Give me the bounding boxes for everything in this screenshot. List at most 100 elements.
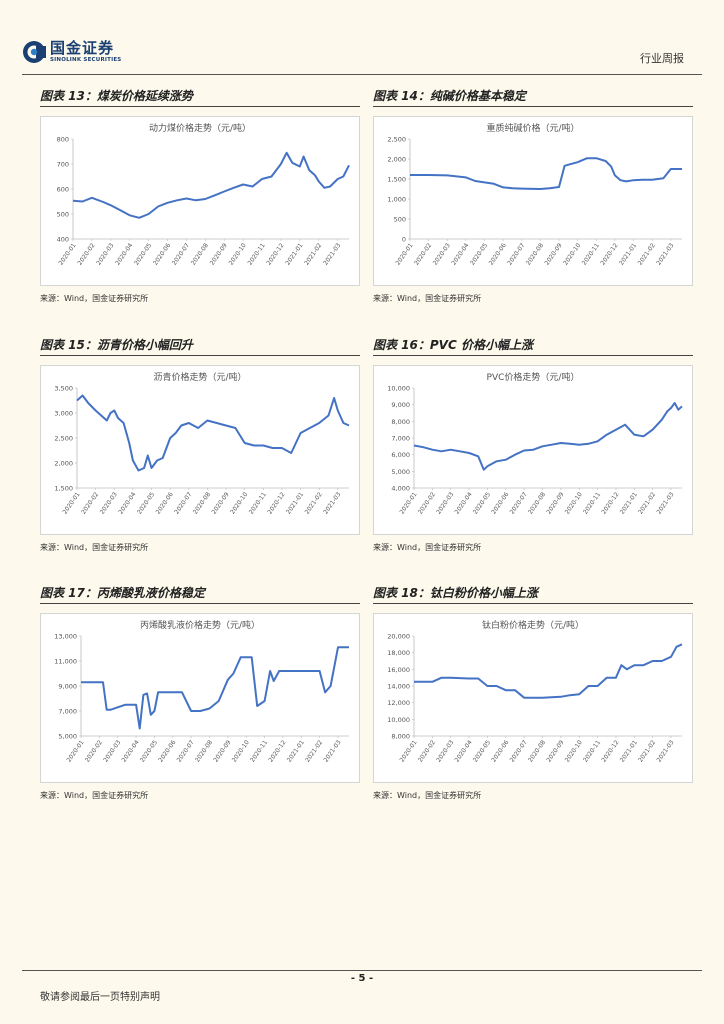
x-tick-label: 2020-01 [58, 242, 78, 267]
figure-title: 图表 13：煤炭价格延续涨势 [40, 88, 360, 107]
chart-acrylic-emulsion-price: 丙烯酸乳液价格走势（元/吨） 5,000 7,000 9,000 11,000 13,00… [40, 613, 360, 783]
y-tick-label: 2,500 [54, 435, 73, 443]
x-tick-label: 2020-06 [152, 242, 172, 267]
y-tick-label: 1,500 [387, 176, 406, 184]
x-tick-label: 2020-12 [266, 491, 286, 516]
y-tick-label: 18,000 [387, 649, 410, 657]
x-tick-label: 2020-02 [413, 242, 433, 267]
figure-title: 图表 15：沥青价格小幅回升 [40, 337, 360, 356]
x-tick-label: 2020-03 [99, 491, 119, 516]
chart-title: 钛白粉价格走势（元/吨） [482, 619, 584, 631]
x-tick-label: 2021-03 [323, 739, 343, 764]
x-tick-label: 2020-03 [95, 242, 115, 267]
y-tick-label: 8,000 [391, 733, 410, 741]
x-tick-label: 2020-05 [136, 491, 156, 516]
figure-source: 来源：Wind，国金证券研究所 [40, 543, 149, 552]
y-tick-label: 800 [57, 136, 69, 144]
report-type-label: 行业周报 [640, 52, 684, 65]
x-tick-label: 2020-07 [173, 491, 193, 516]
y-tick-label: 5,000 [391, 468, 410, 476]
y-tick-label: 4,000 [391, 485, 410, 493]
y-tick-label: 3,500 [54, 385, 73, 393]
chart-title: 动力煤价格走势（元/吨） [149, 122, 251, 134]
x-tick-label: 2021-03 [322, 491, 342, 516]
header-divider [22, 74, 702, 75]
x-tick-label: 2021-02 [637, 242, 657, 267]
price-series-line [81, 646, 349, 730]
x-tick-label: 2020-11 [247, 242, 267, 267]
y-tick-label: 16,000 [387, 666, 410, 674]
price-series-line [414, 643, 683, 699]
chart-title: PVC价格走势（元/吨） [487, 371, 580, 383]
x-tick-label: 2020-05 [133, 242, 153, 267]
x-tick-label: 2020-01 [62, 491, 82, 516]
y-tick-label: 400 [57, 236, 69, 244]
x-tick-label: 2020-06 [155, 491, 175, 516]
x-tick-label: 2021-02 [304, 491, 324, 516]
x-tick-label: 2021-03 [322, 242, 342, 267]
chart-svg: 钛白粉价格走势（元/吨） 8,000 10,000 12,000 14,000 16,00… [387, 619, 683, 764]
y-tick-label: 12,000 [387, 699, 410, 707]
price-series-line [413, 402, 683, 471]
y-tick-label: 500 [394, 216, 406, 224]
chart-soda-ash-price: 重质纯碱价格（元/吨） 0 500 1,000 1,500 2,000 2,500 2020-… [373, 116, 693, 286]
y-tick-label: 10,000 [387, 716, 410, 724]
x-tick-label: 2020-11 [248, 491, 268, 516]
x-tick-label: 2020-02 [80, 491, 100, 516]
figure-source: 来源：Wind，国金证券研究所 [40, 791, 149, 800]
y-tick-label: 0 [402, 236, 406, 244]
chart-svg: 重质纯碱价格（元/吨） 0 500 1,000 1,500 2,000 2,500 2020-… [387, 122, 682, 267]
chart-asphalt-price: 沥青价格走势（元/吨） 1,500 2,000 2,500 3,000 3,500 2020… [40, 365, 360, 535]
chart-titanium-dioxide-price: 钛白粉价格走势（元/吨） 8,000 10,000 12,000 14,000 16,00… [373, 613, 693, 783]
x-tick-label: 2021-02 [303, 242, 323, 267]
figure-source: 来源：Wind，国金证券研究所 [373, 294, 482, 303]
y-tick-label: 9,000 [391, 401, 410, 409]
x-tick-label: 2020-08 [525, 242, 545, 267]
page-number: - 5 - [350, 973, 374, 984]
x-tick-label: 2020-11 [581, 242, 601, 267]
y-tick-label: 1,500 [54, 485, 73, 493]
x-tick-label: 2021-03 [656, 491, 676, 516]
chart-pvc-price: PVC价格走势（元/吨） 4,000 5,000 6,000 7,000 8,000 9,0… [373, 365, 693, 535]
chart-title: 沥青价格走势（元/吨） [153, 371, 246, 383]
brand-name-en: SINOLINK SECURITIES [50, 56, 122, 63]
chart-svg: 丙烯酸乳液价格走势（元/吨） 5,000 7,000 9,000 11,000 13,00… [54, 619, 349, 764]
x-tick-label: 2020-09 [544, 242, 564, 267]
x-tick-label: 2020-12 [599, 242, 619, 267]
y-tick-label: 7,000 [391, 435, 410, 443]
x-tick-label: 2020-03 [432, 242, 452, 267]
x-tick-label: 2020-07 [506, 242, 526, 267]
brand-name-cn: 国金证券 [50, 38, 115, 57]
x-tick-label: 2020-08 [192, 491, 212, 516]
x-tick-label: 2020-01 [395, 242, 415, 267]
y-tick-label: 500 [57, 211, 69, 219]
x-tick-label: 2021-01 [284, 242, 304, 267]
chart-title: 丙烯酸乳液价格走势（元/吨） [140, 619, 260, 631]
x-tick-label: 2020-07 [171, 242, 191, 267]
x-tick-label: 2020-04 [450, 242, 470, 267]
x-tick-label: 2020-12 [265, 242, 285, 267]
y-tick-label: 11,000 [54, 658, 77, 666]
chart-title: 重质纯碱价格（元/吨） [486, 122, 579, 134]
figure-title: 图表 14：纯碱价格基本稳定 [373, 88, 693, 107]
x-tick-label: 2020-05 [469, 242, 489, 267]
figure-source: 来源：Wind，国金证券研究所 [40, 294, 149, 303]
y-tick-label: 600 [57, 186, 69, 194]
x-tick-label: 2021-01 [285, 491, 305, 516]
chart-coal-price: 动力煤价格走势（元/吨） 400 500 600 700 800 2020-01 2020-0… [40, 116, 360, 286]
x-tick-label: 2021-03 [656, 739, 676, 764]
y-tick-label: 700 [57, 161, 69, 169]
y-tick-label: 10,000 [387, 385, 410, 393]
price-series-line [72, 151, 350, 219]
x-tick-label: 2020-04 [114, 242, 134, 267]
x-tick-label: 2020-10 [562, 242, 582, 267]
y-tick-label: 2,000 [387, 156, 406, 164]
y-tick-label: 5,000 [58, 733, 77, 741]
y-tick-label: 2,500 [387, 136, 406, 144]
x-tick-label: 2020-09 [211, 491, 231, 516]
y-tick-label: 2,000 [54, 460, 73, 468]
y-tick-label: 8,000 [391, 418, 410, 426]
price-series-line [76, 394, 350, 472]
figure-title: 图表 17：丙烯酸乳液价格稳定 [40, 585, 360, 604]
figure-title: 图表 16：PVC 价格小幅上涨 [373, 337, 693, 356]
